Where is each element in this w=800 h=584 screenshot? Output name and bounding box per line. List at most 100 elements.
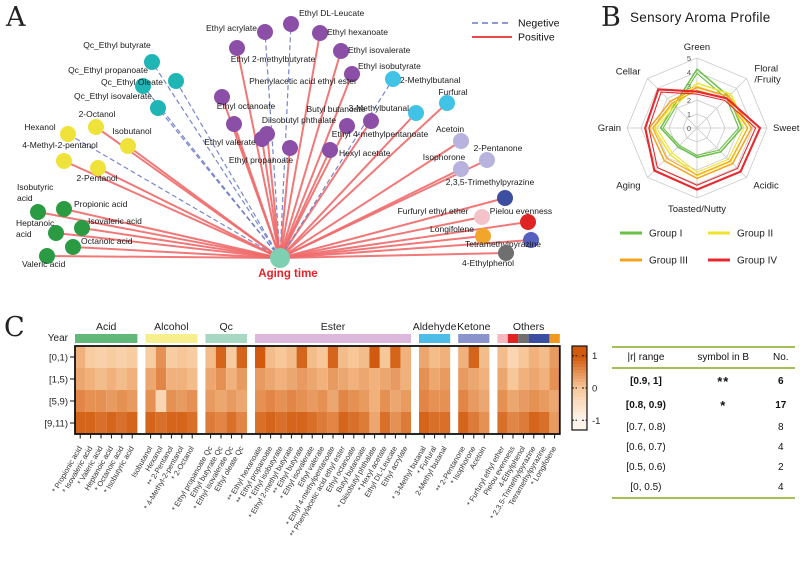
category-label: Others (513, 321, 545, 333)
correlation-edge (233, 123, 281, 259)
network-node (322, 142, 338, 158)
heatmap-cell (419, 368, 430, 390)
heatmap-cell (215, 412, 227, 434)
heatmap-cell (127, 346, 138, 368)
table-cell-symbol: ** (717, 373, 730, 389)
heatmap-cell (528, 368, 539, 390)
node-label: Valeric acid (22, 259, 66, 269)
node-label: Ethyl 4-methylpentanoate (332, 129, 429, 139)
heatmap-cell (528, 390, 539, 412)
heatmap-cell (518, 346, 529, 368)
heatmap-cell (155, 412, 167, 434)
node-label: Qc_Ethyl butyrate (83, 40, 151, 50)
heatmap-cell (265, 346, 276, 368)
heatmap-cell (379, 412, 391, 434)
category-label: Qc (219, 321, 232, 333)
category-bar-segment (549, 334, 560, 343)
heatmap-cell (439, 412, 451, 434)
node-label: Ethyl 2-methylbutyrate (231, 54, 316, 64)
table-row: [0.7, 0.8) 8 (612, 417, 795, 437)
panel-b-letter: B (601, 2, 621, 33)
correlation-edge (264, 31, 281, 259)
heatmap-cell (255, 368, 266, 390)
heatmap-cell (539, 368, 550, 390)
category-bar-segment (507, 334, 519, 343)
heatmap-cell (286, 346, 297, 368)
radar-series-group-i (662, 72, 740, 156)
node-label: Furfuryl ethyl ether (398, 206, 469, 216)
node-label: 2-Octanol (79, 109, 116, 119)
correlation-edge (279, 216, 483, 259)
heatmap-cell (166, 368, 177, 390)
heatmap-cell (255, 346, 266, 368)
radar-axis-label: Toasted/Nutty (668, 204, 726, 215)
correlation-edge (279, 147, 291, 259)
correlation-edge (81, 227, 281, 259)
correlation-edge (279, 235, 484, 259)
table-cell-range: [0, 0.5) (612, 477, 680, 499)
row-label: [5,9) (49, 397, 68, 408)
heatmap-cell (176, 412, 187, 434)
heatmap-cell (205, 412, 216, 434)
heatmap-cell (497, 346, 508, 368)
category-label: Acid (96, 321, 117, 333)
heatmap-cell (518, 390, 529, 412)
network-node (474, 209, 490, 225)
network-node (312, 25, 328, 41)
heatmap-cell (127, 412, 138, 434)
heatmap-cell (85, 368, 96, 390)
heatmap-cell (429, 368, 440, 390)
heatmap-cell (166, 390, 177, 412)
heatmap-cell (479, 390, 490, 412)
table-cell-symbol (680, 457, 767, 477)
panel-c-heatmap: Year[0,1)[1,5)[5,9)[9,11)Acid* Propionic… (44, 321, 600, 538)
colorbar-step (572, 409, 587, 413)
r-range-table-grid: |r| range symbol in B No. [0.9, 1] ** 6 [0.8, … (612, 346, 795, 499)
colorbar-step (572, 415, 587, 419)
heatmap-cell (275, 390, 287, 412)
heatmap-cell (479, 368, 490, 390)
r-range-table: |r| range symbol in B No. [0.9, 1] ** 6 [0.8, … (612, 346, 795, 499)
node-label: Diisobutyl phthalate (262, 115, 336, 125)
network-node (56, 201, 72, 217)
heatmap-cell (307, 368, 318, 390)
legend-label: Positive (518, 32, 555, 44)
heatmap-cell (275, 368, 287, 390)
node-label: Ethyl octanoate (217, 101, 276, 111)
node-label: Hexyl acetate (339, 148, 391, 158)
table-cell-range: [0.6, 0.7) (626, 441, 666, 453)
network-node (283, 16, 299, 32)
node-label: 2-Pentanone (474, 143, 523, 153)
heatmap-cell (236, 368, 247, 390)
correlation-edge (279, 168, 462, 259)
heatmap-cell (338, 346, 349, 368)
heatmap-cell (348, 412, 359, 434)
heatmap-cell (155, 346, 167, 368)
heatmap-cell (327, 412, 339, 434)
table-row: [0.8, 0.9) * 17 (612, 393, 795, 417)
table-cell-symbol (680, 437, 767, 457)
heatmap-cell (479, 346, 490, 368)
colorbar-step (572, 367, 587, 371)
hub-node (270, 248, 290, 268)
heatmap-cell (187, 412, 198, 434)
heatmap-cell (226, 412, 237, 434)
category-label: Ketone (457, 321, 490, 333)
colorbar-step (572, 424, 587, 428)
correlation-edge (63, 160, 281, 259)
heatmap-cell (265, 390, 276, 412)
correlation-edge (37, 211, 281, 259)
heatmap-cell (205, 368, 216, 390)
heatmap-cell (348, 390, 359, 412)
heatmap-cell (338, 412, 349, 434)
colorbar-step (572, 373, 587, 377)
heatmap-cell (236, 346, 247, 368)
network-node (88, 119, 104, 135)
panel-b-radar: 012345GreenFloral/FruitySweetAcidicToast… (598, 42, 800, 267)
heatmap-cell (497, 412, 508, 434)
radar-legend-label: Group II (737, 229, 773, 240)
table-cell-range: [0.8, 0.9) (625, 399, 666, 411)
network-node (144, 54, 160, 70)
category-bar-segment (528, 334, 550, 343)
correlation-edge (261, 138, 281, 259)
